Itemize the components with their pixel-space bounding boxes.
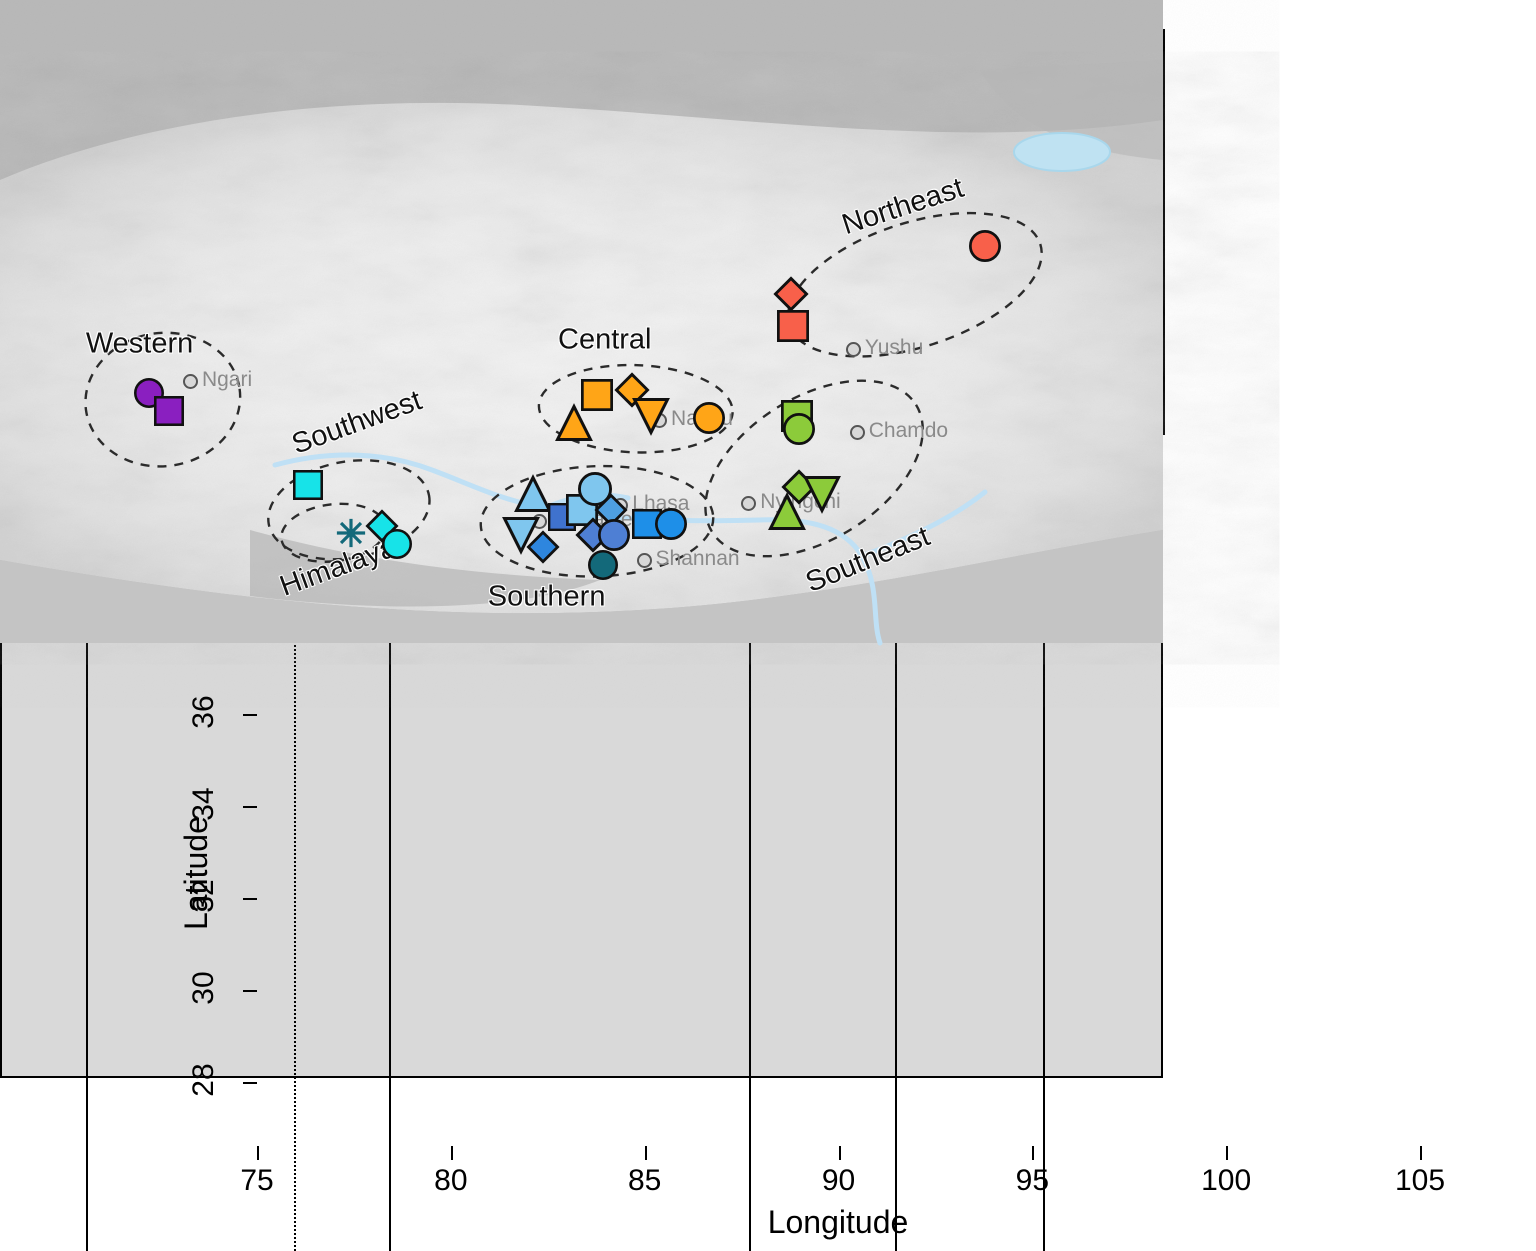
map-site-marker-circle-icon	[382, 529, 413, 560]
panel-b-y-tick	[243, 989, 257, 992]
map-site-marker-circle-icon	[598, 519, 631, 552]
panel-b-y-tick-label: 34	[187, 787, 220, 821]
panel-b-y-tick-label: 32	[187, 879, 220, 913]
panel-b-x-tick-label: 75	[240, 1164, 274, 1197]
map-site-marker-asterisk-icon	[334, 516, 368, 550]
panel-b-x-tick-label: 105	[1394, 1164, 1446, 1197]
panel-b-y-tick	[243, 897, 257, 900]
southwest-ellipse	[267, 459, 431, 561]
western-ellipse	[84, 331, 242, 468]
panel-b-map: NgariShigatseLhasaShannanNagquNyingchiCh…	[0, 0, 1163, 1078]
panel-b-x-tick	[257, 1146, 259, 1160]
map-site-marker-diamond-icon	[526, 529, 560, 564]
city-label: Shannan	[655, 547, 740, 571]
panel-b-y-tick	[243, 806, 257, 809]
map-site-marker-circle-icon	[578, 472, 613, 507]
map-site-marker-triangle-icon	[514, 473, 552, 512]
city-label: Chamdo	[868, 418, 949, 442]
panel-b-x-tick-label: 90	[821, 1164, 856, 1197]
panel-b-x-axis-title: Longitude	[767, 1204, 909, 1240]
map-site-marker-circle-icon	[587, 549, 618, 580]
southeast-ellipse	[704, 379, 924, 558]
city-dot-icon	[741, 495, 757, 511]
panel-b-x-tick	[644, 1146, 647, 1160]
panel-b-x-tick	[1032, 1146, 1035, 1160]
panel-b-x-tick	[838, 1146, 841, 1160]
panel-b-x-tick	[450, 1146, 453, 1160]
map-site-marker-tridown-icon	[502, 517, 541, 555]
central-ellipse	[537, 363, 734, 454]
panel-b-x-tick-label: 85	[627, 1164, 662, 1197]
panel-b-x-tick-label: 80	[434, 1164, 468, 1197]
panel-b-y-tick-label: 28	[187, 1063, 220, 1097]
map-site-marker-triangle-icon	[768, 492, 806, 531]
panel-b-x-tick-label: 100	[1201, 1164, 1252, 1197]
city-dot-icon	[849, 424, 865, 440]
panel-b-x-tick-label: 95	[1015, 1164, 1050, 1197]
map-site-marker-triangle-icon	[554, 402, 593, 441]
map-site-marker-tridown-icon	[802, 475, 841, 514]
city-dot-icon	[636, 553, 652, 569]
panel-b-y-tick	[243, 714, 257, 717]
map-site-marker-circle-icon	[654, 507, 687, 540]
panel-b-x-tick	[1420, 1146, 1422, 1160]
panel-b-y-tick-label: 30	[187, 971, 220, 1005]
map-region-label-southern: Southern	[487, 580, 606, 613]
panel-b-y-tick	[243, 1081, 257, 1084]
panel-b-y-tick-label: 36	[187, 695, 220, 729]
map-site-marker-square-icon	[293, 469, 324, 500]
panel-b-x-tick	[1226, 1146, 1229, 1160]
map-site-marker-circle-icon	[782, 413, 815, 446]
